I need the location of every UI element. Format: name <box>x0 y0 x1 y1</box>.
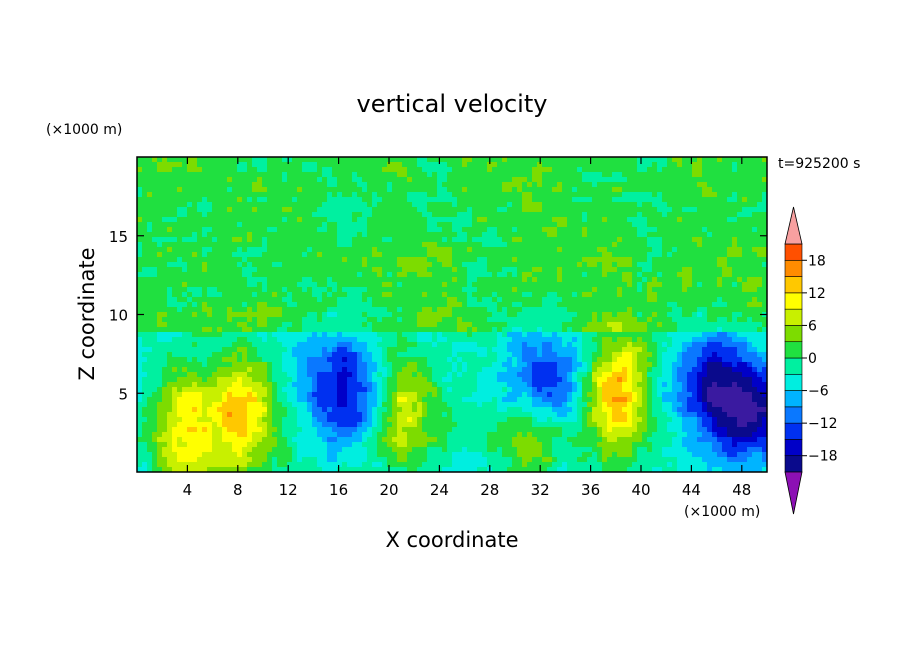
colorbar-swatch <box>784 390 803 408</box>
colorbar-swatch <box>784 243 803 261</box>
x-tick-label: 32 <box>531 481 550 499</box>
y-unit-label: (×1000 m) <box>46 122 122 138</box>
colorbar-label: −6 <box>808 384 829 400</box>
x-tick-label: 44 <box>682 481 701 499</box>
colorbar-under-arrow <box>784 471 803 515</box>
x-tick-label: 20 <box>379 481 398 499</box>
x-axis-ticks: 4 8 12 16 20 24 28 32 36 40 44 48 <box>183 157 751 499</box>
x-unit-label: (×1000 m) <box>684 504 760 520</box>
y-tick-label: 5 <box>118 385 128 403</box>
x-tick-label: 36 <box>581 481 600 499</box>
colorbar-label: −18 <box>808 449 838 465</box>
velocity-field <box>137 157 767 472</box>
colorbar-swatch <box>784 292 803 310</box>
colorbar-swatch <box>784 276 803 294</box>
x-tick-label: 12 <box>279 481 298 499</box>
y-axis-label: Z coordinate <box>75 247 99 380</box>
x-tick-label: 8 <box>233 481 243 499</box>
colorbar-swatch <box>784 325 803 343</box>
colorbar-over-arrow <box>784 206 803 245</box>
plot-area <box>136 156 768 473</box>
colorbar-swatch <box>784 259 803 277</box>
colorbar-swatch <box>784 406 803 424</box>
colorbar-label: 6 <box>808 318 817 334</box>
x-axis-label: X coordinate <box>385 528 518 552</box>
x-tick-label: 40 <box>631 481 650 499</box>
colorbar-label: 12 <box>808 286 826 302</box>
x-tick-label: 24 <box>430 481 449 499</box>
colorbar-swatch <box>784 439 803 457</box>
y-axis-ticks: 5 10 15 <box>109 228 767 403</box>
colorbar-label: 18 <box>808 253 826 269</box>
x-tick-label: 48 <box>732 481 751 499</box>
colorbar-label: 0 <box>808 351 817 367</box>
time-label: t=925200 s <box>778 156 860 172</box>
x-tick-label: 4 <box>183 481 193 499</box>
x-tick-label: 16 <box>329 481 348 499</box>
y-tick-label: 10 <box>109 307 128 325</box>
x-tick-label: 28 <box>480 481 499 499</box>
y-tick-label: 15 <box>109 228 128 246</box>
colorbar-swatch <box>784 373 803 391</box>
colorbar: 18 12 6 0 −6 −12 −18 <box>784 206 838 515</box>
colorbar-swatch <box>784 422 803 440</box>
chart-title: vertical velocity <box>357 90 548 118</box>
colorbar-swatch <box>784 357 803 375</box>
colorbar-label: −12 <box>808 416 838 432</box>
colorbar-swatch <box>784 308 803 326</box>
colorbar-swatch <box>784 341 803 359</box>
colorbar-swatch <box>784 455 803 473</box>
